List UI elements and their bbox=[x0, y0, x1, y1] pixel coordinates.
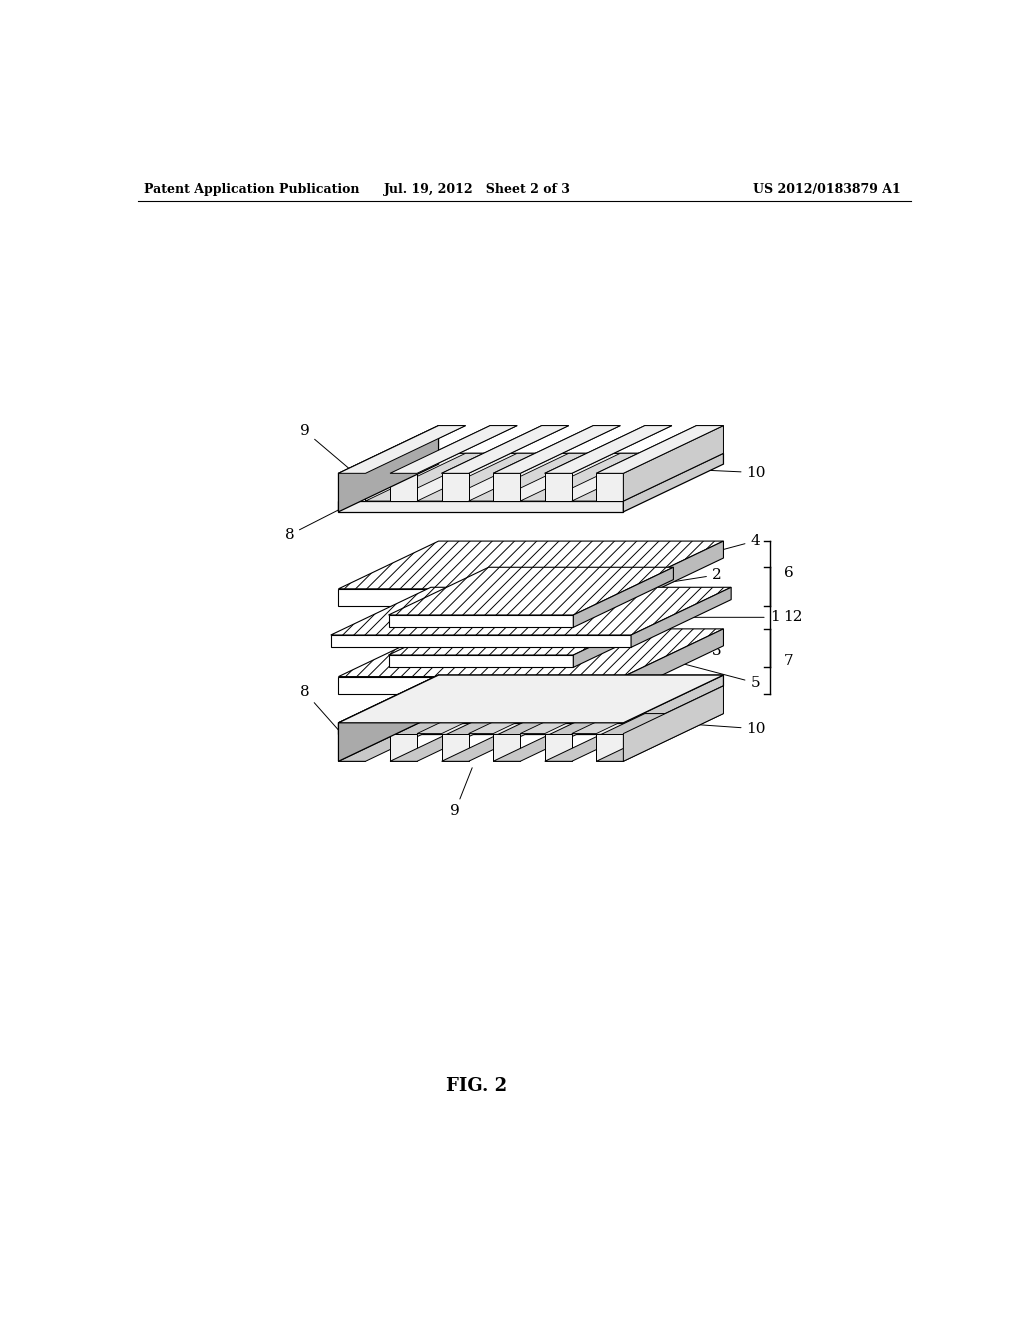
Polygon shape bbox=[441, 714, 568, 762]
Polygon shape bbox=[545, 425, 672, 474]
Polygon shape bbox=[441, 474, 469, 502]
Polygon shape bbox=[624, 675, 724, 734]
Polygon shape bbox=[596, 714, 724, 762]
Polygon shape bbox=[441, 734, 469, 762]
Polygon shape bbox=[417, 686, 542, 734]
Text: 10: 10 bbox=[676, 466, 766, 479]
Text: 2: 2 bbox=[631, 568, 722, 589]
Text: 9: 9 bbox=[300, 424, 359, 478]
Polygon shape bbox=[388, 607, 674, 655]
Polygon shape bbox=[596, 425, 724, 474]
Polygon shape bbox=[573, 607, 674, 668]
Polygon shape bbox=[390, 474, 417, 502]
Polygon shape bbox=[388, 615, 573, 627]
Text: 9: 9 bbox=[451, 768, 472, 818]
Polygon shape bbox=[339, 714, 466, 762]
Polygon shape bbox=[624, 628, 724, 693]
Polygon shape bbox=[339, 453, 724, 502]
Text: FIG. 2: FIG. 2 bbox=[446, 1077, 508, 1096]
Polygon shape bbox=[545, 425, 672, 474]
Text: Jul. 19, 2012   Sheet 2 of 3: Jul. 19, 2012 Sheet 2 of 3 bbox=[384, 183, 570, 197]
Polygon shape bbox=[624, 425, 724, 502]
Polygon shape bbox=[520, 686, 645, 734]
Polygon shape bbox=[624, 686, 724, 762]
Polygon shape bbox=[390, 425, 517, 474]
Polygon shape bbox=[469, 686, 593, 734]
Text: 8: 8 bbox=[285, 510, 340, 543]
Polygon shape bbox=[339, 675, 724, 723]
Polygon shape bbox=[494, 734, 520, 762]
Polygon shape bbox=[390, 714, 517, 762]
Polygon shape bbox=[331, 635, 631, 647]
Polygon shape bbox=[494, 714, 621, 762]
Polygon shape bbox=[339, 589, 624, 606]
Text: 7: 7 bbox=[783, 655, 794, 668]
Polygon shape bbox=[596, 425, 724, 474]
Polygon shape bbox=[417, 453, 542, 502]
Polygon shape bbox=[339, 734, 366, 762]
Text: Patent Application Publication: Patent Application Publication bbox=[144, 183, 359, 197]
Polygon shape bbox=[339, 675, 438, 762]
Text: 5: 5 bbox=[676, 661, 760, 690]
Polygon shape bbox=[366, 453, 490, 502]
Polygon shape bbox=[545, 734, 571, 762]
Text: US 2012/0183879 A1: US 2012/0183879 A1 bbox=[753, 183, 900, 197]
Polygon shape bbox=[441, 425, 568, 474]
Polygon shape bbox=[596, 734, 624, 762]
Polygon shape bbox=[624, 453, 724, 512]
Polygon shape bbox=[571, 453, 696, 502]
Polygon shape bbox=[441, 425, 568, 474]
Polygon shape bbox=[388, 568, 674, 615]
Text: 3: 3 bbox=[616, 643, 722, 659]
Polygon shape bbox=[494, 425, 621, 474]
Text: 6: 6 bbox=[783, 566, 794, 581]
Polygon shape bbox=[339, 677, 624, 693]
Polygon shape bbox=[339, 541, 724, 589]
Polygon shape bbox=[331, 587, 731, 635]
Polygon shape bbox=[624, 541, 724, 606]
Text: 8: 8 bbox=[300, 685, 340, 733]
Polygon shape bbox=[631, 587, 731, 647]
Polygon shape bbox=[390, 734, 417, 762]
Polygon shape bbox=[339, 723, 624, 734]
Polygon shape bbox=[545, 714, 672, 762]
Polygon shape bbox=[339, 425, 466, 474]
Polygon shape bbox=[494, 425, 621, 474]
Polygon shape bbox=[339, 628, 724, 677]
Text: 12: 12 bbox=[783, 610, 803, 624]
Polygon shape bbox=[596, 474, 624, 502]
Polygon shape bbox=[339, 675, 724, 723]
Polygon shape bbox=[520, 453, 645, 502]
Polygon shape bbox=[339, 425, 466, 474]
Polygon shape bbox=[339, 425, 438, 512]
Polygon shape bbox=[545, 474, 571, 502]
Text: 10: 10 bbox=[676, 722, 766, 735]
Polygon shape bbox=[494, 474, 520, 502]
Polygon shape bbox=[366, 686, 490, 734]
Polygon shape bbox=[469, 453, 593, 502]
Polygon shape bbox=[388, 655, 573, 668]
Polygon shape bbox=[573, 568, 674, 627]
Polygon shape bbox=[339, 502, 624, 512]
Text: 1: 1 bbox=[684, 610, 779, 624]
Polygon shape bbox=[390, 425, 517, 474]
Text: 4: 4 bbox=[686, 533, 760, 560]
Polygon shape bbox=[339, 474, 366, 502]
Polygon shape bbox=[571, 686, 696, 734]
